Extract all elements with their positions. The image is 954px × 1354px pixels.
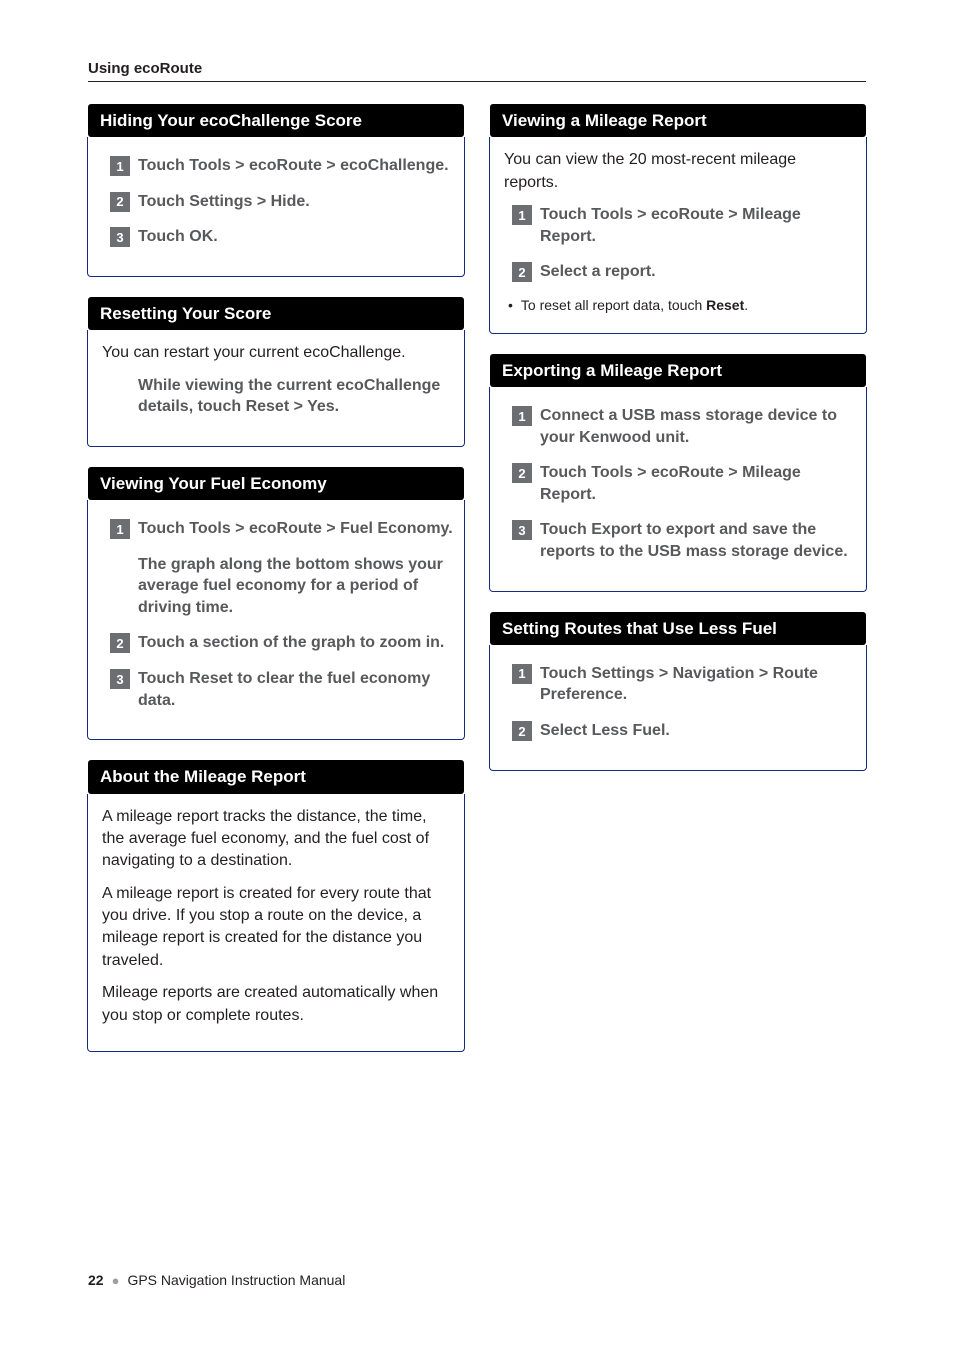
step-2: 2 Select Less Fuel.	[512, 720, 856, 742]
section-about-mileage: About the Mileage Report A mileage repor…	[88, 760, 464, 1052]
step-2: 2 Select a report.	[512, 261, 856, 283]
step-text: Touch OK.	[138, 226, 218, 248]
page-footer: 22 ● GPS Navigation Instruction Manual	[88, 1272, 866, 1288]
section-setting-routes: Setting Routes that Use Less Fuel 1 Touc…	[490, 612, 866, 771]
step-3: 3 Touch OK.	[110, 226, 454, 248]
step-text: Touch Tools > ecoRoute > ecoChallenge.	[138, 155, 449, 177]
section-body-hiding: 1 Touch Tools > ecoRoute > ecoChallenge.…	[87, 137, 465, 277]
step-text: Touch Tools > ecoRoute > Mileage Report.	[540, 462, 856, 505]
step-number: 3	[110, 669, 130, 689]
step-number: 1	[512, 664, 532, 684]
intro-text: You can view the 20 most-recent mileage …	[504, 149, 852, 194]
section-title-resetting: Resetting Your Score	[88, 297, 464, 330]
step-1: 1 Touch Tools > ecoRoute > Mileage Repor…	[512, 204, 856, 247]
step-note: The graph along the bottom shows your av…	[138, 554, 454, 619]
step-3: 3 Touch Reset to clear the fuel economy …	[110, 668, 454, 711]
step-number: 2	[512, 262, 532, 282]
step-text: Touch Tools > ecoRoute > Fuel Economy.	[138, 518, 453, 540]
section-body-viewing: You can view the 20 most-recent mileage …	[489, 137, 867, 334]
step-text: Select a report.	[540, 261, 656, 283]
section-resetting: Resetting Your Score You can restart you…	[88, 297, 464, 447]
step-1: 1 Touch Tools > ecoRoute > ecoChallenge.	[110, 155, 454, 177]
step-text: Touch a section of the graph to zoom in.	[138, 632, 444, 654]
footer-bullet-icon: ●	[112, 1273, 120, 1288]
right-column: Viewing a Mileage Report You can view th…	[490, 104, 866, 1072]
section-hiding: Hiding Your ecoChallenge Score 1 Touch T…	[88, 104, 464, 277]
step-text: Touch Reset to clear the fuel economy da…	[138, 668, 454, 711]
step-text: Connect a USB mass storage device to you…	[540, 405, 856, 448]
step-number: 3	[110, 227, 130, 247]
step-3: 3 Touch Export to export and save the re…	[512, 519, 856, 562]
page-number: 22	[88, 1272, 104, 1288]
step-text: Touch Settings > Hide.	[138, 191, 310, 213]
content-columns: Hiding Your ecoChallenge Score 1 Touch T…	[88, 104, 866, 1072]
running-header: Using ecoRoute	[88, 60, 866, 77]
section-title-fuel-economy: Viewing Your Fuel Economy	[88, 467, 464, 500]
about-p2: A mileage report is created for every ro…	[102, 883, 450, 973]
note-bullet: • To reset all report data, touch Reset.	[508, 297, 852, 313]
about-p3: Mileage reports are created automaticall…	[102, 982, 450, 1027]
footer-title: GPS Navigation Instruction Manual	[127, 1272, 345, 1288]
step-2: 2 Touch Tools > ecoRoute > Mileage Repor…	[512, 462, 856, 505]
step-number: 1	[512, 406, 532, 426]
step-text: Touch Settings > Navigation > Route Pref…	[540, 663, 856, 706]
section-body-about: A mileage report tracks the distance, th…	[87, 794, 465, 1053]
section-title-exporting: Exporting a Mileage Report	[490, 354, 866, 387]
bullet-dot-icon: •	[508, 297, 513, 313]
bullet-pre: To reset all report data, touch	[521, 297, 706, 313]
section-body-setting-routes: 1 Touch Settings > Navigation > Route Pr…	[489, 645, 867, 771]
step-number: 2	[110, 633, 130, 653]
step-1: 1 Touch Settings > Navigation > Route Pr…	[512, 663, 856, 706]
step-number: 1	[110, 156, 130, 176]
left-column: Hiding Your ecoChallenge Score 1 Touch T…	[88, 104, 464, 1072]
section-title-viewing: Viewing a Mileage Report	[490, 104, 866, 137]
section-body-fuel-economy: 1 Touch Tools > ecoRoute > Fuel Economy.…	[87, 500, 465, 740]
step-1: 1 Connect a USB mass storage device to y…	[512, 405, 856, 448]
section-title-setting-routes: Setting Routes that Use Less Fuel	[490, 612, 866, 645]
step-number: 2	[110, 192, 130, 212]
section-body-exporting: 1 Connect a USB mass storage device to y…	[489, 387, 867, 592]
step-text: Select Less Fuel.	[540, 720, 670, 742]
step-number: 1	[512, 205, 532, 225]
section-fuel-economy: Viewing Your Fuel Economy 1 Touch Tools …	[88, 467, 464, 740]
bullet-bold: Reset	[706, 297, 744, 313]
section-exporting-mileage: Exporting a Mileage Report 1 Connect a U…	[490, 354, 866, 592]
step-1: 1 Touch Tools > ecoRoute > Fuel Economy.	[110, 518, 454, 540]
step-text: Touch Export to export and save the repo…	[540, 519, 856, 562]
step-2: 2 Touch a section of the graph to zoom i…	[110, 632, 454, 654]
about-p1: A mileage report tracks the distance, th…	[102, 806, 450, 873]
step-text: The graph along the bottom shows your av…	[138, 554, 454, 619]
step-text: Touch Tools > ecoRoute > Mileage Report.	[540, 204, 856, 247]
bullet-post: .	[744, 297, 748, 313]
intro-text: You can restart your current ecoChalleng…	[102, 342, 450, 364]
section-viewing-mileage: Viewing a Mileage Report You can view th…	[490, 104, 866, 334]
section-title-hiding: Hiding Your ecoChallenge Score	[88, 104, 464, 137]
step-number: 1	[110, 519, 130, 539]
step-number: 2	[512, 463, 532, 483]
section-title-about: About the Mileage Report	[88, 760, 464, 793]
section-body-resetting: You can restart your current ecoChalleng…	[87, 330, 465, 447]
step-2: 2 Touch Settings > Hide.	[110, 191, 454, 213]
header-rule	[88, 81, 866, 82]
step-text: While viewing the current ecoChallenge d…	[138, 375, 454, 418]
step-unnumbered: While viewing the current ecoChallenge d…	[138, 375, 454, 418]
bullet-text: To reset all report data, touch Reset.	[521, 297, 748, 313]
step-number: 2	[512, 721, 532, 741]
step-number: 3	[512, 520, 532, 540]
